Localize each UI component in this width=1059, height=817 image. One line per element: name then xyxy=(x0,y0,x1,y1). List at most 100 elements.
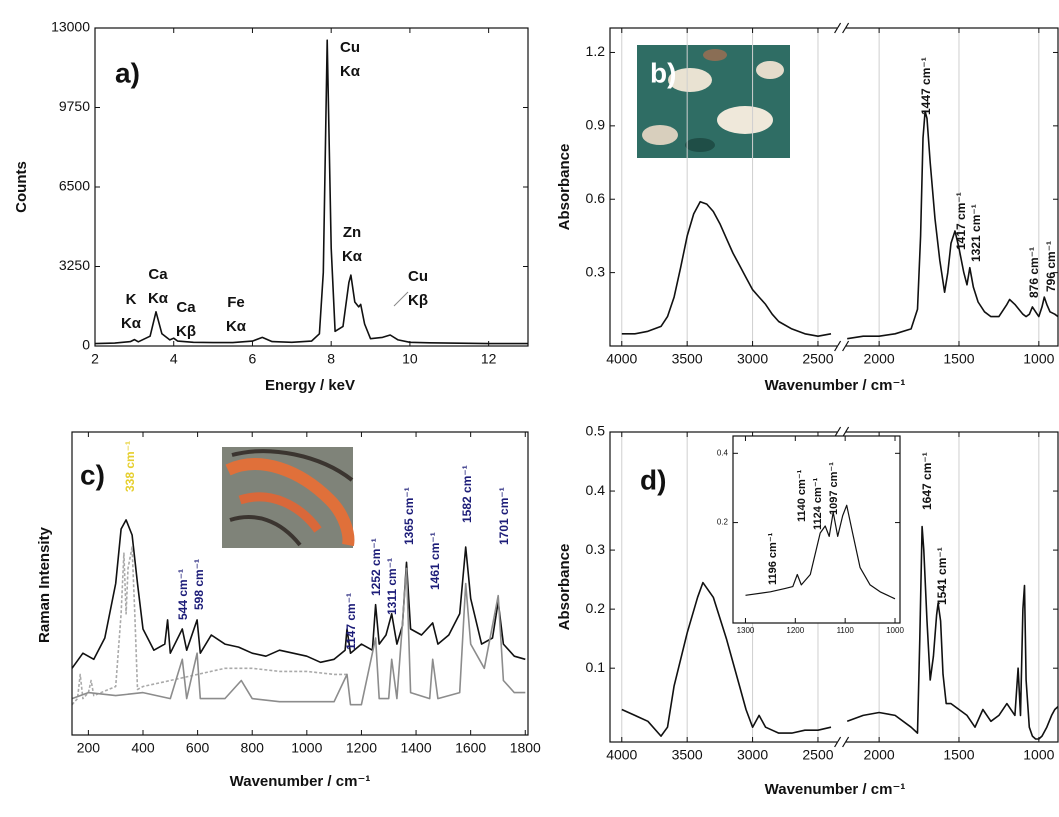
peak-label: 1461 cm⁻¹ xyxy=(428,532,442,590)
x-tick-label: 1000 xyxy=(1023,351,1054,367)
x-tick-label: 2000 xyxy=(864,747,895,763)
axis-break-mark xyxy=(834,340,842,352)
spectrum-line xyxy=(94,39,528,345)
panel-label: a) xyxy=(115,57,140,88)
y-tick-label: 0.4 xyxy=(717,448,729,457)
spectrum-line xyxy=(621,110,1059,340)
x-tick-label: 2500 xyxy=(802,351,833,367)
peak-label: Kβ xyxy=(176,323,196,340)
panel-label: c) xyxy=(80,459,105,490)
y-axis-title: Raman Intensity xyxy=(36,526,53,643)
x-tick-label: 1500 xyxy=(943,351,974,367)
peak-label: 338 cm⁻¹ xyxy=(123,441,137,492)
y-tick-label: 0.3 xyxy=(586,541,606,557)
inset-background xyxy=(733,436,900,623)
peak-label: 544 cm⁻¹ xyxy=(176,569,190,620)
y-tick-label: 0.3 xyxy=(586,263,606,279)
peak-label: 1147 cm⁻¹ xyxy=(344,593,358,650)
photo-b xyxy=(637,45,790,158)
y-tick-label: 3250 xyxy=(59,257,90,273)
axis-break-mark xyxy=(842,340,850,352)
peak-label: Kα xyxy=(226,318,247,335)
x-tick-label: 1000 xyxy=(1023,747,1054,763)
peak-label: 1365 cm⁻¹ xyxy=(402,487,416,545)
y-axis-title: Counts xyxy=(13,161,30,213)
x-tick-label: 200 xyxy=(77,740,101,756)
peak-label: 1252 cm⁻¹ xyxy=(369,538,383,596)
y-tick-label: 6500 xyxy=(59,178,90,194)
peak-label: 1701 cm⁻¹ xyxy=(497,487,511,545)
x-tick-label: 12 xyxy=(481,351,497,367)
x-tick-label: 4 xyxy=(170,351,178,367)
peak-label: Cu xyxy=(408,268,428,285)
y-tick-label: 13000 xyxy=(51,19,90,35)
x-tick-label: 3000 xyxy=(737,351,768,367)
y-tick-label: 0.1 xyxy=(586,659,606,675)
y-tick-label: 0.6 xyxy=(586,190,606,206)
leader-line xyxy=(393,291,409,307)
axis-break-mark xyxy=(834,22,842,34)
panel-label: b) xyxy=(650,57,676,88)
axis-break-gap xyxy=(837,430,846,434)
plot-frame xyxy=(609,431,1059,743)
x-tick-label: 400 xyxy=(131,740,155,756)
x-tick-label: 1400 xyxy=(400,740,431,756)
x-tick-label: 1000 xyxy=(886,626,904,635)
y-tick-label: 0.5 xyxy=(586,423,606,439)
peak-label: 1447 cm⁻¹ xyxy=(919,57,933,115)
spectrum-line xyxy=(71,567,526,706)
x-tick-label: 4000 xyxy=(606,351,637,367)
x-tick-label: 2500 xyxy=(802,747,833,763)
peak-label: 598 cm⁻¹ xyxy=(192,559,206,610)
x-tick-label: 1200 xyxy=(786,626,804,635)
y-tick-label: 0 xyxy=(82,337,90,353)
spectrum-line xyxy=(71,546,348,706)
peak-label: Cu xyxy=(340,39,360,56)
axis-break-mark xyxy=(834,736,842,748)
spectrum-line xyxy=(745,504,896,600)
x-tick-label: 1000 xyxy=(291,740,322,756)
axis-break-gap xyxy=(837,344,846,348)
photo-c xyxy=(222,447,355,548)
x-tick-label: 800 xyxy=(241,740,265,756)
x-tick-label: 1600 xyxy=(455,740,486,756)
peak-label: 1541 cm⁻¹ xyxy=(935,547,949,605)
x-tick-label: 3000 xyxy=(737,747,768,763)
x-tick-label: 1500 xyxy=(943,747,974,763)
plot-frame xyxy=(732,435,901,624)
peak-label: 1196 cm⁻¹ xyxy=(767,532,779,585)
peak-label: 1582 cm⁻¹ xyxy=(460,465,474,523)
peak-label: 1321 cm⁻¹ xyxy=(969,204,983,262)
spectrum-line xyxy=(71,519,526,669)
peak-label: 1097 cm⁻¹ xyxy=(828,462,840,515)
x-tick-label: 6 xyxy=(249,351,257,367)
peak-label: 1140 cm⁻¹ xyxy=(796,469,808,522)
y-tick-label: 0.2 xyxy=(586,600,606,616)
peak-label: 1124 cm⁻¹ xyxy=(812,477,824,530)
axis-break-mark xyxy=(842,426,850,438)
plot-frame xyxy=(71,431,529,736)
axis-break-mark xyxy=(834,426,842,438)
peak-label: Kβ xyxy=(408,292,428,309)
y-tick-label: 0.9 xyxy=(586,117,606,133)
x-tick-label: 1200 xyxy=(346,740,377,756)
y-tick-label: 9750 xyxy=(59,98,90,114)
y-axis-title: Absorbance xyxy=(556,144,573,231)
peak-label: Fe xyxy=(227,294,245,311)
panel-label: d) xyxy=(640,464,666,495)
x-axis-title: Energy / keV xyxy=(265,377,355,394)
y-tick-label: 0.2 xyxy=(717,518,729,527)
peak-label: Kα xyxy=(342,248,363,265)
x-tick-label: 2 xyxy=(91,351,99,367)
x-axis-title: Wavenumber / cm⁻¹ xyxy=(765,781,906,798)
plot-frame xyxy=(609,27,1059,347)
x-tick-label: 1800 xyxy=(510,740,541,756)
peak-label: 796 cm⁻¹ xyxy=(1044,241,1058,292)
y-tick-label: 0.4 xyxy=(586,482,606,498)
axis-break-mark xyxy=(842,736,850,748)
peak-label: 876 cm⁻¹ xyxy=(1027,247,1041,298)
x-tick-label: 3500 xyxy=(672,747,703,763)
axis-break-gap xyxy=(837,740,846,744)
x-tick-label: 4000 xyxy=(606,747,637,763)
